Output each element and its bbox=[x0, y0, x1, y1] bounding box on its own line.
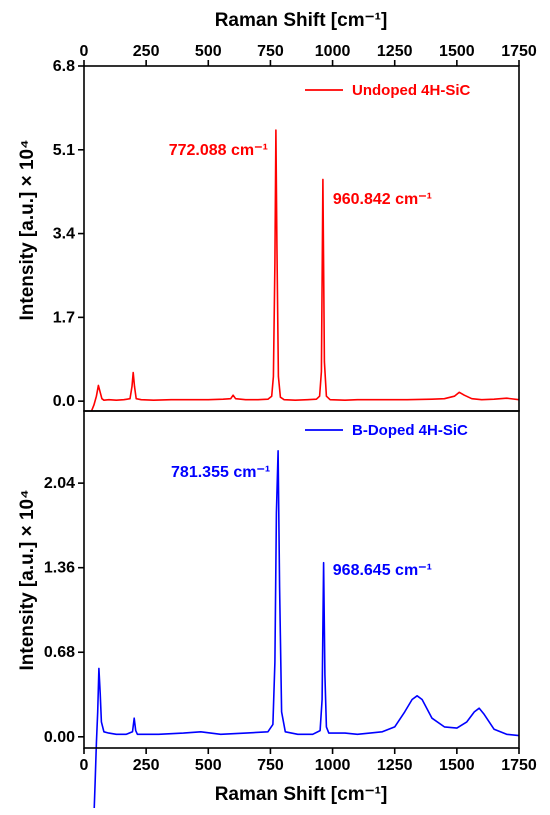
y-tick-label: 0.0 bbox=[53, 393, 75, 410]
legend-label: Undoped 4H-SiC bbox=[352, 82, 470, 99]
x-tick-label: 1750 bbox=[501, 43, 537, 60]
plot-frame-top bbox=[83, 65, 520, 412]
legend-label: B-Doped 4H-SiC bbox=[352, 422, 468, 439]
y-tick-label: 2.04 bbox=[44, 475, 75, 492]
plot-frame-bottom bbox=[83, 410, 520, 749]
x-tick-label: 250 bbox=[133, 43, 160, 60]
y-tick-label: 1.7 bbox=[53, 309, 75, 326]
x-tick-label: 1000 bbox=[315, 757, 351, 774]
peak-label: 781.355 cm⁻¹ bbox=[171, 464, 270, 481]
top-y-axis-title: Intensity [a.u.] × 10⁴ bbox=[17, 140, 38, 321]
x-tick-label: 250 bbox=[133, 757, 160, 774]
x-tick-label: 750 bbox=[257, 757, 284, 774]
y-tick-label: 3.4 bbox=[53, 226, 75, 243]
y-tick-label: 0.00 bbox=[44, 729, 75, 746]
series-line-undoped bbox=[90, 129, 519, 411]
top-x-axis-title: Raman Shift [cm⁻¹] bbox=[215, 10, 388, 31]
x-tick-label: 1500 bbox=[439, 757, 475, 774]
bottom-x-axis-title: Raman Shift [cm⁻¹] bbox=[215, 784, 388, 805]
x-tick-label: 1500 bbox=[439, 43, 475, 60]
y-tick-label: 1.36 bbox=[44, 560, 75, 577]
x-tick-label: 0 bbox=[80, 43, 89, 60]
x-tick-label: 0 bbox=[80, 757, 89, 774]
x-tick-label: 500 bbox=[195, 757, 222, 774]
bottom-y-axis-title: Intensity [a.u.] × 10⁴ bbox=[17, 490, 38, 671]
y-tick-label: 0.68 bbox=[44, 644, 75, 661]
y-tick-label: 5.1 bbox=[53, 142, 75, 159]
y-tick-label: 6.8 bbox=[53, 58, 75, 75]
peak-label: 968.645 cm⁻¹ bbox=[333, 562, 432, 579]
x-tick-label: 1250 bbox=[377, 757, 413, 774]
x-tick-label: 500 bbox=[195, 43, 222, 60]
peak-label: 772.088 cm⁻¹ bbox=[169, 142, 268, 159]
plot-layer: 0.0 1.7 3.4 5.1 6.8 0 250 500 750 1000 1250 1500 175… bbox=[44, 43, 537, 808]
x-tick-label: 1750 bbox=[501, 757, 537, 774]
series-line-b-doped bbox=[93, 450, 519, 808]
x-tick-label: 750 bbox=[257, 43, 284, 60]
peak-label: 960.842 cm⁻¹ bbox=[333, 191, 432, 208]
x-tick-label: 1000 bbox=[315, 43, 351, 60]
x-tick-label: 1250 bbox=[377, 43, 413, 60]
